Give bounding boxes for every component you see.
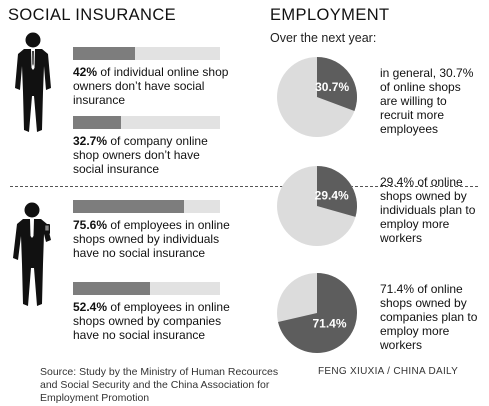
bar-description: of employees in online shops owned by co… <box>73 300 230 342</box>
pie-chart-1: 30.7% <box>277 57 357 137</box>
bar-description: of company online shop owners don’t have… <box>73 134 208 176</box>
bar-fill-3 <box>73 200 185 213</box>
pie-value-slice <box>317 57 357 112</box>
bar-percent: 42% <box>73 65 98 79</box>
bar-label-3: 75.6% of employees in online shops owned… <box>73 218 231 260</box>
pie-description-2: 29.4% of online shops owned by individua… <box>380 175 476 245</box>
pie-chart-3: 71.4% <box>277 273 357 353</box>
bar-percent: 52.4% <box>73 300 108 314</box>
businessman-with-phone-icon <box>13 202 51 306</box>
bar-label-2: 32.7% of company online shop owners don’… <box>73 134 231 176</box>
employment-title: EMPLOYMENT <box>270 6 390 24</box>
pie-description-1: in general, 30.7% of online shops are wi… <box>380 66 474 136</box>
bar-description: of employees in online shops owned by in… <box>73 218 230 260</box>
bar-percent: 32.7% <box>73 134 108 148</box>
source-note: Source: Study by the Ministry of Human R… <box>40 366 279 404</box>
pie-value-label: 29.4% <box>315 188 349 202</box>
bar-track-4 <box>73 282 220 295</box>
social-insurance-title: SOCIAL INSURANCE <box>8 6 177 24</box>
employment-subtitle: Over the next year: <box>270 31 377 45</box>
bar-fill-1 <box>73 47 135 60</box>
pie-value-slice <box>317 166 357 217</box>
bar-fill-2 <box>73 116 122 129</box>
pie-chart-2: 29.4% <box>277 166 357 246</box>
credit-line: FENG XIUXIA / CHINA DAILY <box>318 366 459 377</box>
pie-value-slice <box>278 273 357 353</box>
bar-description: of individual online shop owners don’t h… <box>73 65 229 107</box>
bar-track-1 <box>73 47 220 60</box>
bar-track-3 <box>73 200 220 213</box>
bar-percent: 75.6% <box>73 218 108 232</box>
pie-description-3: 71.4% of online shops owned by companies… <box>380 282 478 352</box>
pie-value-label: 30.7% <box>315 80 349 94</box>
bar-track-2 <box>73 116 220 129</box>
bar-label-1: 42% of individual online shop owners don… <box>73 65 231 107</box>
businessman-icon <box>15 32 51 132</box>
bar-fill-4 <box>73 282 151 295</box>
bar-label-4: 52.4% of employees in online shops owned… <box>73 300 231 342</box>
pie-value-label: 71.4% <box>313 316 347 330</box>
section-divider <box>10 186 478 187</box>
